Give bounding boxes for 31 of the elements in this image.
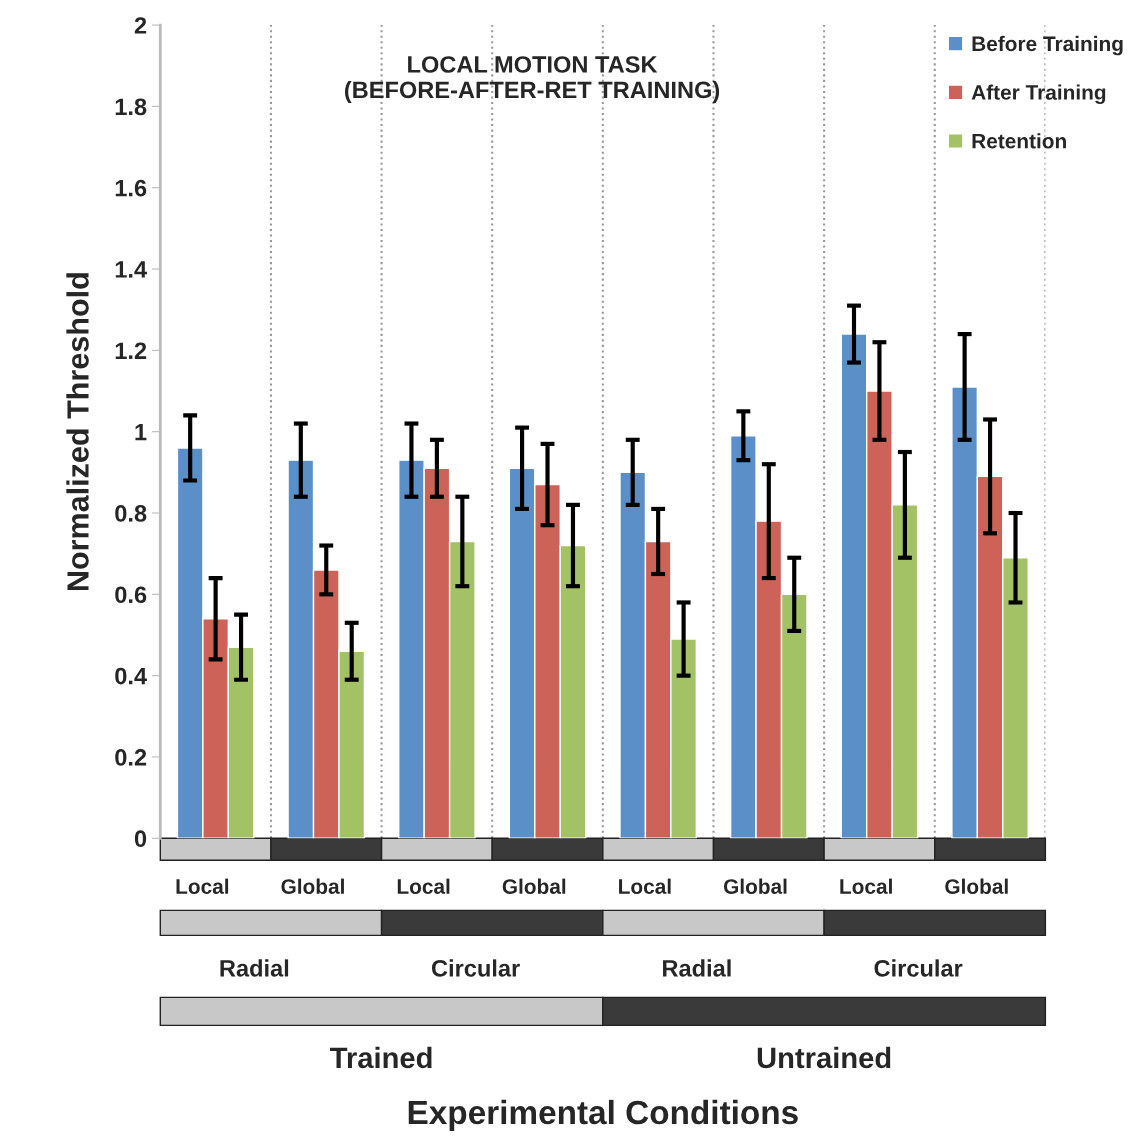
y-tick-label: 0.8 xyxy=(115,505,147,522)
text: Circular xyxy=(431,959,520,977)
text: Circular xyxy=(874,959,963,977)
y-axis-title: Normalized Threshold xyxy=(66,273,89,591)
y-tick-label: 1.8 xyxy=(115,98,147,116)
y-tick-label: 1 xyxy=(135,423,147,441)
legend-label: After Training xyxy=(971,84,1106,105)
x-tick-label: Local xyxy=(840,878,892,894)
x-tick-label: Global xyxy=(502,878,566,894)
y-tick-label: 0 xyxy=(134,830,147,848)
y-tick-label: 2 xyxy=(134,17,147,34)
y-tick-label: 1.6 xyxy=(115,179,147,197)
y-tick-label: 0.6 xyxy=(115,586,147,604)
y-tick-label: 1.2 xyxy=(115,342,147,359)
legend-label: Before Training xyxy=(972,35,1123,56)
text: Radial xyxy=(663,959,731,977)
x-tick-label: Local xyxy=(619,878,671,894)
legend-label: Retention xyxy=(972,133,1066,149)
y-tick-label: 1.4 xyxy=(115,261,147,278)
x-tick-label: Global xyxy=(281,878,344,894)
text: Trained xyxy=(330,1046,432,1069)
x-tick-label: Local xyxy=(397,878,450,894)
text: LOCAL MOTION TASK (BEFORE-AFTER-RET TRAINING) xyxy=(345,56,720,103)
x-tick-label: Global xyxy=(723,878,787,894)
x-tick-label: Local xyxy=(176,878,229,894)
text: Untrained xyxy=(757,1046,891,1069)
y-tick-label: 0.4 xyxy=(115,667,147,685)
text: Experimental Conditions xyxy=(408,1099,798,1131)
y-tick-label: 0.2 xyxy=(115,749,147,766)
text: Radial xyxy=(220,959,289,977)
x-tick-label: Global xyxy=(945,878,1008,894)
